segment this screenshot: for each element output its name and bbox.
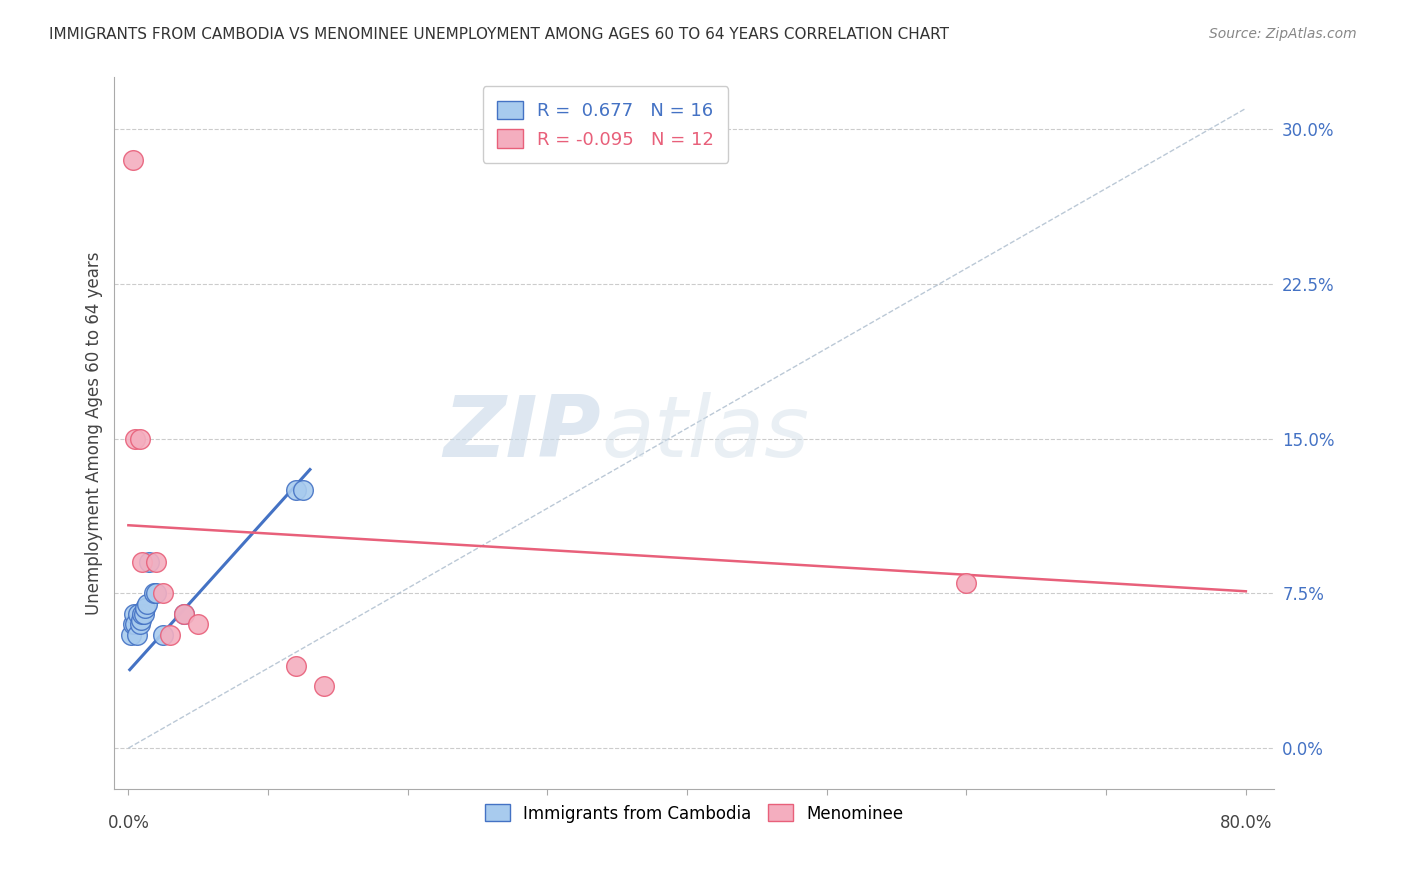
Point [173, 607, 195, 621]
Y-axis label: Unemployment Among Ages 60 to 64 years: Unemployment Among Ages 60 to 64 years [86, 252, 103, 615]
Point [145, 586, 167, 600]
Point [121, 617, 143, 632]
Point [152, 586, 174, 600]
Point [129, 613, 152, 627]
Point [131, 607, 153, 621]
Point [145, 555, 167, 569]
Point [138, 555, 160, 569]
Point [120, 627, 142, 641]
Text: IMMIGRANTS FROM CAMBODIA VS MENOMINEE UNEMPLOYMENT AMONG AGES 60 TO 64 YEARS COR: IMMIGRANTS FROM CAMBODIA VS MENOMINEE UN… [49, 27, 949, 42]
Point [121, 153, 143, 167]
Point [132, 607, 155, 621]
Point [159, 627, 181, 641]
Point [291, 483, 314, 498]
Point [135, 597, 157, 611]
Point [955, 576, 977, 591]
Point [128, 432, 150, 446]
Point [127, 607, 149, 621]
Point [125, 627, 148, 641]
Point [131, 555, 153, 569]
Text: 0.0%: 0.0% [107, 814, 149, 832]
Point [124, 432, 146, 446]
Point [285, 658, 308, 673]
Point [142, 586, 165, 600]
Text: Source: ZipAtlas.com: Source: ZipAtlas.com [1209, 27, 1357, 41]
Point [122, 607, 145, 621]
Point [124, 617, 146, 632]
Point [173, 607, 195, 621]
Point [152, 627, 174, 641]
Point [285, 483, 308, 498]
Text: 80.0%: 80.0% [1219, 814, 1272, 832]
Point [128, 617, 150, 632]
Point [187, 617, 209, 632]
Text: ZIP: ZIP [444, 392, 602, 475]
Point [312, 679, 335, 693]
Text: atlas: atlas [602, 392, 810, 475]
Point [134, 600, 156, 615]
Legend: Immigrants from Cambodia, Menominee: Immigrants from Cambodia, Menominee [477, 796, 912, 831]
